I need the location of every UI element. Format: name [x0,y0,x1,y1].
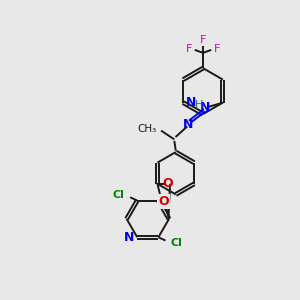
Text: Cl: Cl [113,190,125,200]
Text: Cl: Cl [171,238,183,248]
Text: F: F [185,44,192,54]
Text: O: O [162,177,173,190]
Text: O: O [158,195,169,208]
Text: CH₃: CH₃ [137,124,157,134]
Text: N: N [124,231,134,244]
Text: N: N [185,96,196,109]
Text: N: N [200,101,210,114]
Text: F: F [214,44,220,54]
Text: F: F [200,34,206,45]
Text: N: N [183,118,194,130]
Text: H: H [195,100,203,110]
